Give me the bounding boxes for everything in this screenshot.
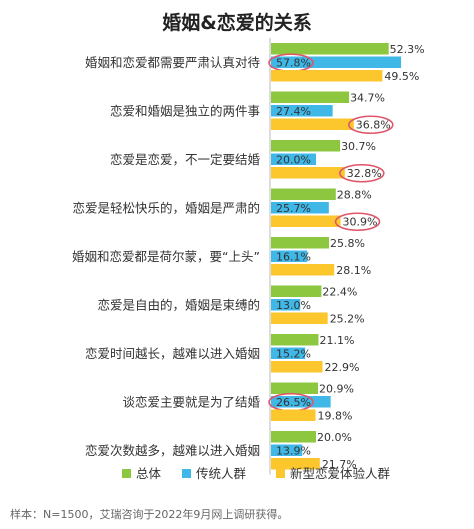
highlight-circle: [347, 115, 394, 135]
value-label: 21.1%: [319, 334, 354, 347]
value-label: 25.7%: [276, 202, 311, 215]
source-note: 样本：N=1500，艾瑞咨询于2022年9月网上调研获得。: [10, 508, 289, 521]
value-label: 25.8%: [330, 237, 365, 250]
value-label: 52.3%: [390, 43, 425, 56]
value-label: 20.9%: [319, 382, 354, 395]
category-label: 婚姻和恋爱都是荷尔蒙，要“上头”: [72, 249, 260, 264]
value-label: 30.7%: [341, 140, 376, 153]
value-label: 20.0%: [317, 431, 352, 444]
bar-overall: [271, 43, 389, 55]
value-label: 20.0%: [276, 153, 311, 166]
value-label: 27.4%: [276, 105, 311, 118]
bar-traditional: [271, 250, 308, 262]
value-label: 28.8%: [337, 188, 372, 201]
value-label: 22.9%: [325, 361, 360, 374]
value-label: 28.1%: [336, 264, 371, 277]
category-label: 谈恋爱主要就是为了结婚: [122, 394, 260, 409]
bar-overall: [271, 91, 350, 103]
bar-overall: [271, 237, 330, 249]
value-label: 57.8%: [276, 56, 311, 69]
legend-label: 传统人群: [196, 466, 247, 481]
value-label: 16.1%: [276, 250, 311, 263]
bar-overall: [271, 334, 319, 346]
bar-new-type: [271, 70, 383, 82]
legend-swatch: [276, 469, 285, 478]
bar-overall: [271, 431, 316, 443]
chart-title: 婚姻&恋爱的关系: [162, 12, 312, 34]
value-label: 22.4%: [322, 285, 357, 298]
bar-traditional: [271, 347, 306, 359]
value-label: 34.7%: [350, 91, 385, 104]
bar-new-type: [271, 167, 345, 179]
value-label: 15.2%: [276, 347, 311, 360]
legend-swatch: [182, 469, 191, 478]
bar-overall: [271, 188, 336, 200]
bar-traditional: [271, 396, 331, 408]
bar-traditional: [271, 444, 303, 456]
bar-traditional: [271, 299, 301, 311]
bar-new-type: [271, 118, 354, 130]
category-label: 婚姻和恋爱都需要严肃认真对待: [85, 55, 261, 70]
value-label: 36.8%: [356, 118, 391, 131]
highlight-circle: [334, 212, 381, 232]
category-label: 恋爱和婚姻是独立的两件事: [110, 103, 260, 118]
value-label: 19.8%: [318, 409, 353, 422]
bar-new-type: [271, 215, 341, 227]
value-label: 13.9%: [276, 444, 311, 457]
bar-new-type: [271, 361, 323, 373]
bar-new-type: [271, 312, 328, 324]
bar-new-type: [271, 264, 335, 276]
category-label: 恋爱是自由的，婚姻是束缚的: [97, 297, 260, 312]
value-label: 21.7%: [322, 458, 357, 471]
value-label: 49.5%: [384, 70, 419, 83]
legend-swatch: [122, 469, 131, 478]
category-label: 恋爱时间越长，越难以进入婚姻: [85, 346, 260, 361]
category-label: 恋爱次数越多，越难以进入婚姻: [85, 443, 260, 458]
bar-traditional: [271, 105, 333, 117]
bar-overall: [271, 382, 319, 394]
value-label: 26.5%: [276, 396, 311, 409]
value-label: 25.2%: [330, 312, 365, 325]
category-label: 恋爱是轻松快乐的，婚姻是严肃的: [72, 200, 260, 215]
bar-new-type: [271, 458, 320, 470]
value-label: 13.0%: [276, 299, 311, 312]
bar-traditional: [271, 202, 329, 214]
bar-new-type: [271, 409, 316, 421]
value-label: 30.9%: [343, 215, 378, 228]
bar-traditional: [271, 153, 316, 165]
bar-overall: [271, 140, 341, 152]
bar-traditional: [271, 56, 402, 68]
value-label: 32.8%: [347, 167, 382, 180]
legend-label: 新型恋爱体验人群: [290, 466, 391, 481]
category-label: 恋爱是恋爱，不一定要结婚: [110, 152, 261, 167]
legend-label: 总体: [136, 466, 162, 481]
bar-overall: [271, 285, 322, 297]
highlight-circle: [338, 163, 385, 183]
